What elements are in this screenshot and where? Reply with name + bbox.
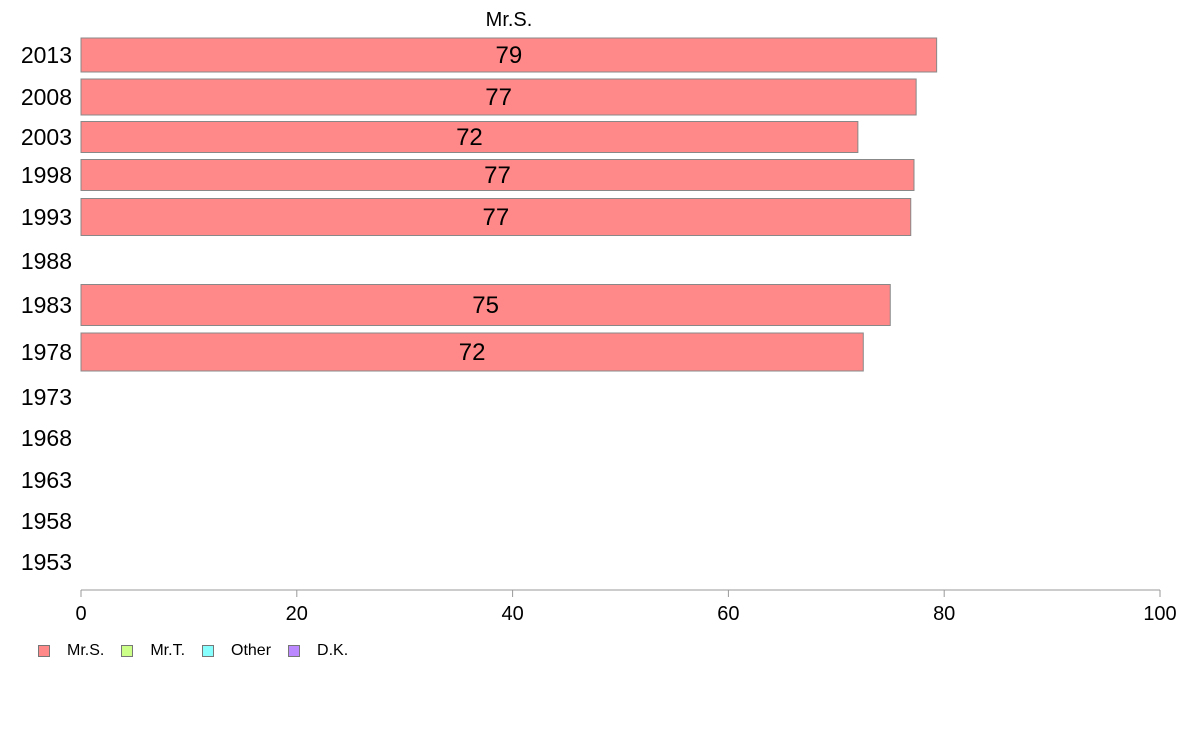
chart-title: Mr.S.: [486, 9, 533, 31]
category-label: 2013: [21, 42, 72, 68]
legend-swatch: [121, 645, 134, 657]
bar: [80, 332, 864, 372]
legend-label: D.K.: [317, 642, 349, 659]
category-label: 2008: [21, 84, 72, 110]
category-label: 1988: [21, 248, 72, 274]
category-labels: 2013 2008 2003 1998 1993 1988 1983 1978 1973 1968…: [21, 42, 72, 575]
category-label: 1978: [21, 339, 72, 365]
legend-label: Other: [231, 642, 272, 659]
category-label: 1963: [21, 467, 72, 493]
legend-item: Other: [202, 642, 271, 660]
bar: [80, 198, 912, 236]
x-tick-label: 40: [501, 603, 523, 625]
legend-swatch: [38, 645, 50, 657]
data-label: 77: [485, 84, 512, 111]
category-label: 1973: [21, 384, 72, 410]
bar: [80, 78, 917, 116]
x-axis: 0 20 40 60 80 100: [75, 589, 1177, 625]
legend: Mr.S. Mr.T. Other D.K.: [38, 642, 365, 660]
category-label: 1993: [21, 204, 72, 230]
x-tick-label: 0: [75, 603, 86, 625]
x-tick-label: 20: [286, 603, 308, 625]
legend-swatch: [288, 645, 301, 657]
legend-label: Mr.S.: [67, 642, 105, 659]
category-label: 1983: [21, 292, 72, 318]
category-label: 1953: [21, 549, 72, 575]
bar: [80, 121, 859, 153]
x-tick-label: 60: [717, 603, 739, 625]
legend-label: Mr.T.: [150, 642, 186, 659]
data-label: 75: [472, 292, 499, 319]
bar: [80, 159, 915, 191]
legend-item: D.K.: [288, 642, 348, 660]
data-label: 77: [483, 204, 510, 231]
legend-item: Mr.S.: [38, 642, 104, 660]
data-label: 79: [495, 42, 522, 69]
legend-swatch: [202, 645, 215, 657]
data-label: 72: [459, 339, 486, 366]
bar: [80, 37, 938, 73]
category-label: 1968: [21, 425, 72, 451]
x-tick-label: 100: [1143, 603, 1176, 625]
data-label: 77: [484, 162, 511, 189]
category-label: 1998: [21, 162, 72, 188]
bar: [80, 284, 891, 326]
x-tick-label: 80: [933, 603, 955, 625]
category-label: 1958: [21, 508, 72, 534]
data-label: 72: [456, 124, 483, 151]
legend-item: Mr.T.: [121, 642, 185, 660]
category-label: 2003: [21, 124, 72, 150]
